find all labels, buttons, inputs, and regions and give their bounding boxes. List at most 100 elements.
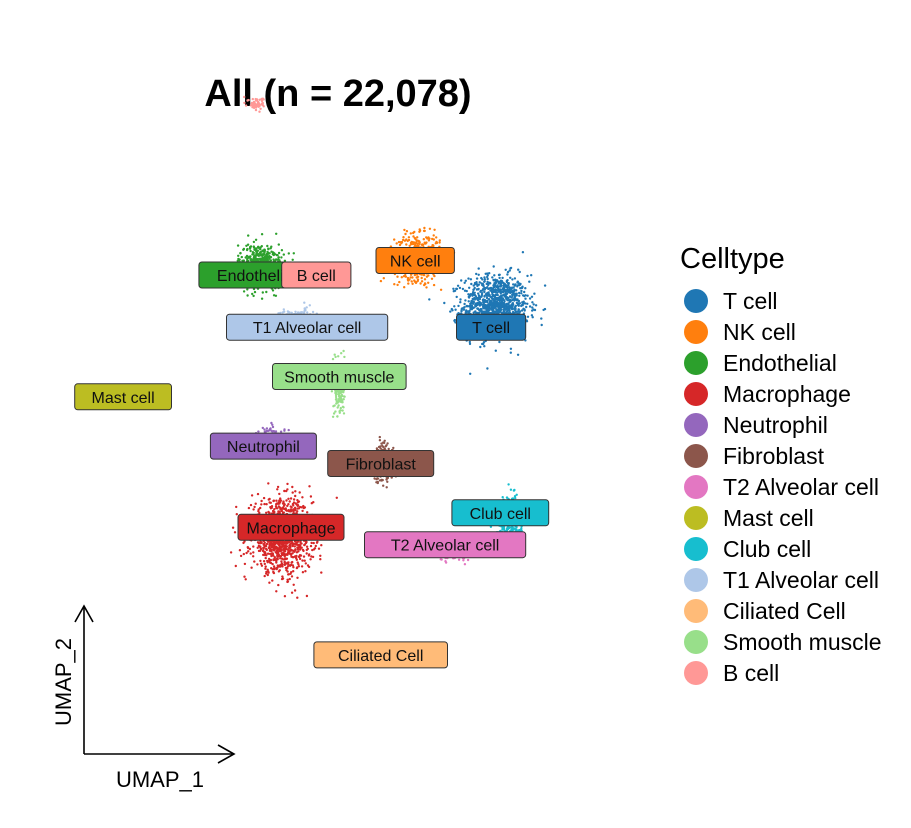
cell-point <box>253 258 255 260</box>
cell-point <box>255 503 257 505</box>
cell-point <box>265 557 267 559</box>
cell-point <box>525 306 527 308</box>
cell-point <box>507 284 509 286</box>
cell-point <box>341 394 343 396</box>
cell-point <box>495 289 497 291</box>
cell-point <box>388 448 390 450</box>
cell-point <box>501 277 503 279</box>
cell-point <box>424 283 426 285</box>
cell-point <box>290 497 292 499</box>
cell-point <box>467 310 469 312</box>
cell-point <box>256 103 258 105</box>
cell-point <box>261 103 263 105</box>
cell-point <box>495 350 497 352</box>
cell-point <box>497 286 499 288</box>
cell-point <box>277 486 279 488</box>
cell-point <box>343 395 345 397</box>
cell-point <box>255 239 257 241</box>
cell-point <box>316 542 318 544</box>
cell-point <box>261 298 263 300</box>
cell-point <box>516 494 518 496</box>
cell-point <box>386 486 388 488</box>
cell-point <box>268 252 270 254</box>
cell-point <box>422 274 424 276</box>
cell-point <box>541 324 543 326</box>
cell-point <box>500 284 502 286</box>
cell-point <box>516 293 518 295</box>
cell-point <box>260 548 262 550</box>
cell-point <box>404 275 406 277</box>
cell-point <box>270 543 272 545</box>
cell-point <box>506 273 508 275</box>
cell-point <box>287 311 289 313</box>
cell-point <box>510 288 512 290</box>
cell-point <box>476 308 478 310</box>
cell-point <box>419 228 421 230</box>
cell-point <box>506 279 508 281</box>
cell-point <box>241 256 243 258</box>
cell-point <box>508 310 510 312</box>
cell-point <box>297 501 299 503</box>
cell-point <box>279 550 281 552</box>
cell-point <box>279 497 281 499</box>
cell-point <box>334 354 336 356</box>
cell-point <box>310 545 312 547</box>
cell-point <box>259 560 261 562</box>
cell-point <box>270 555 272 557</box>
cell-point <box>405 243 407 245</box>
cell-point <box>292 510 294 512</box>
cell-point <box>264 551 266 553</box>
cell-point <box>488 272 490 274</box>
cell-point <box>278 252 280 254</box>
cell-point <box>470 283 472 285</box>
cell-point <box>503 290 505 292</box>
cell-point <box>339 395 341 397</box>
cell-point <box>520 292 522 294</box>
cell-point <box>403 286 405 288</box>
cell-point <box>264 568 266 570</box>
cell-point <box>253 245 255 247</box>
cell-point <box>421 277 423 279</box>
cell-point <box>486 297 488 299</box>
cell-point <box>519 271 521 273</box>
cell-point <box>294 490 296 492</box>
cluster-label-text: Neutrophil <box>227 439 300 456</box>
cell-point <box>459 298 461 300</box>
cell-point <box>521 287 523 289</box>
cluster-label-t1-alveolar-cell: T1 Alveolar cell <box>227 314 388 340</box>
cell-point <box>459 301 461 303</box>
cell-point <box>273 548 275 550</box>
cell-point <box>273 572 275 574</box>
cell-point <box>476 277 478 279</box>
cell-point <box>275 258 277 260</box>
cell-point <box>487 307 489 309</box>
cell-point <box>381 445 383 447</box>
cell-point <box>487 278 489 280</box>
cell-point <box>278 243 280 245</box>
cell-point <box>459 287 461 289</box>
cell-point <box>468 300 470 302</box>
cell-point <box>294 495 296 497</box>
cluster-label-t-cell: T cell <box>457 314 526 340</box>
cell-point <box>265 565 267 567</box>
cell-point <box>280 560 282 562</box>
cell-point <box>250 504 252 506</box>
cell-point <box>258 550 260 552</box>
cell-point <box>235 565 237 567</box>
cell-point <box>460 279 462 281</box>
cell-point <box>246 248 248 250</box>
cell-point <box>463 306 465 308</box>
cell-point <box>263 249 265 251</box>
cell-point <box>264 563 266 565</box>
cell-point <box>304 309 306 311</box>
cell-point <box>487 304 489 306</box>
cell-point <box>244 563 246 565</box>
cell-point <box>417 278 419 280</box>
cell-point <box>486 295 488 297</box>
cell-point <box>377 477 379 479</box>
cell-point <box>291 486 293 488</box>
cell-point <box>393 283 395 285</box>
cell-point <box>513 489 515 491</box>
